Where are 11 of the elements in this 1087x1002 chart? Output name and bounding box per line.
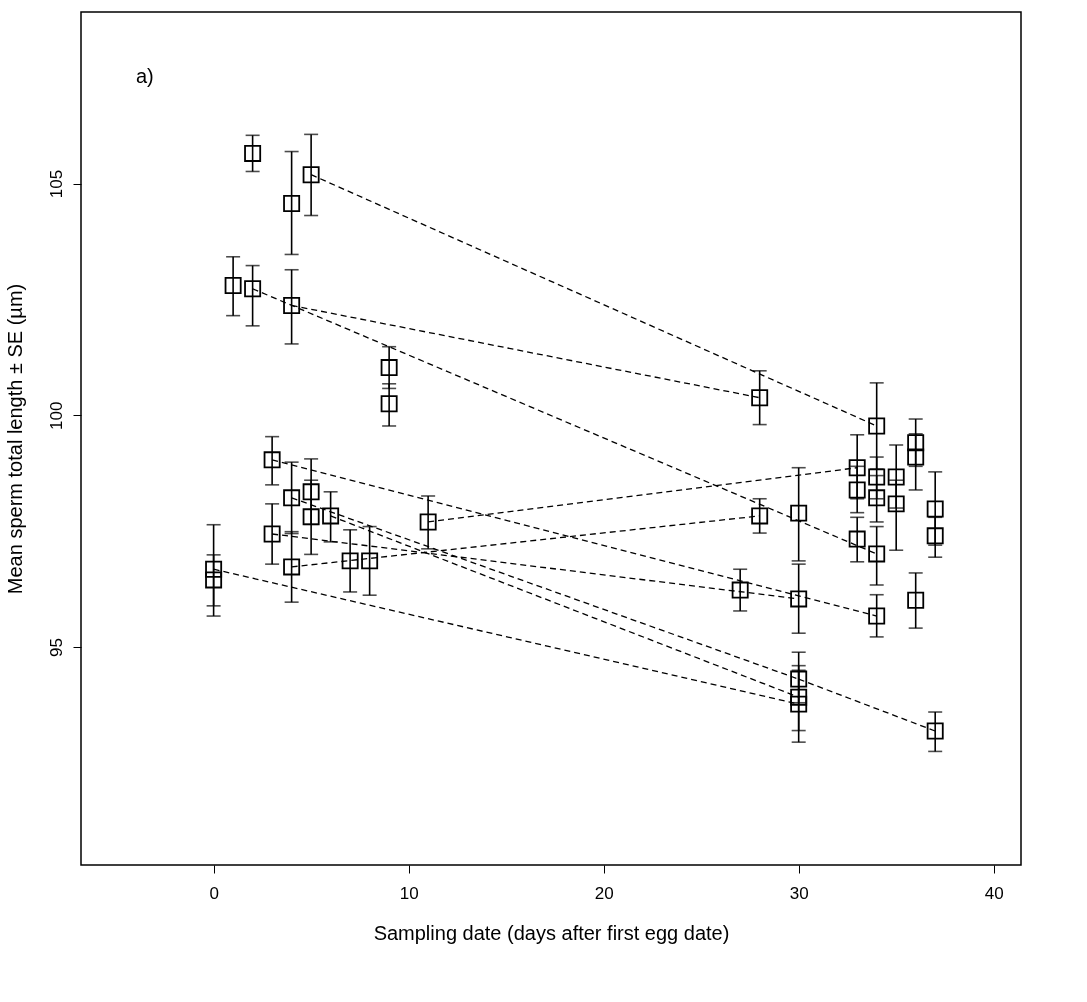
x-axis-title: Sampling date (days after first egg date) (373, 921, 730, 944)
x-tick-label: 30 (789, 883, 809, 903)
annotation: a) (136, 65, 154, 87)
y-axis-title: Mean sperm total length ± SE (µm) (3, 283, 26, 595)
x-tick-label: 40 (984, 883, 1004, 903)
x-tick-label: 0 (209, 883, 219, 903)
x-tick-label: 10 (399, 883, 419, 903)
x-tick-label: 20 (594, 883, 614, 903)
y-tick-label: 105 (46, 169, 66, 199)
y-tick-label: 100 (46, 401, 66, 431)
y-tick-label: 95 (46, 638, 66, 658)
